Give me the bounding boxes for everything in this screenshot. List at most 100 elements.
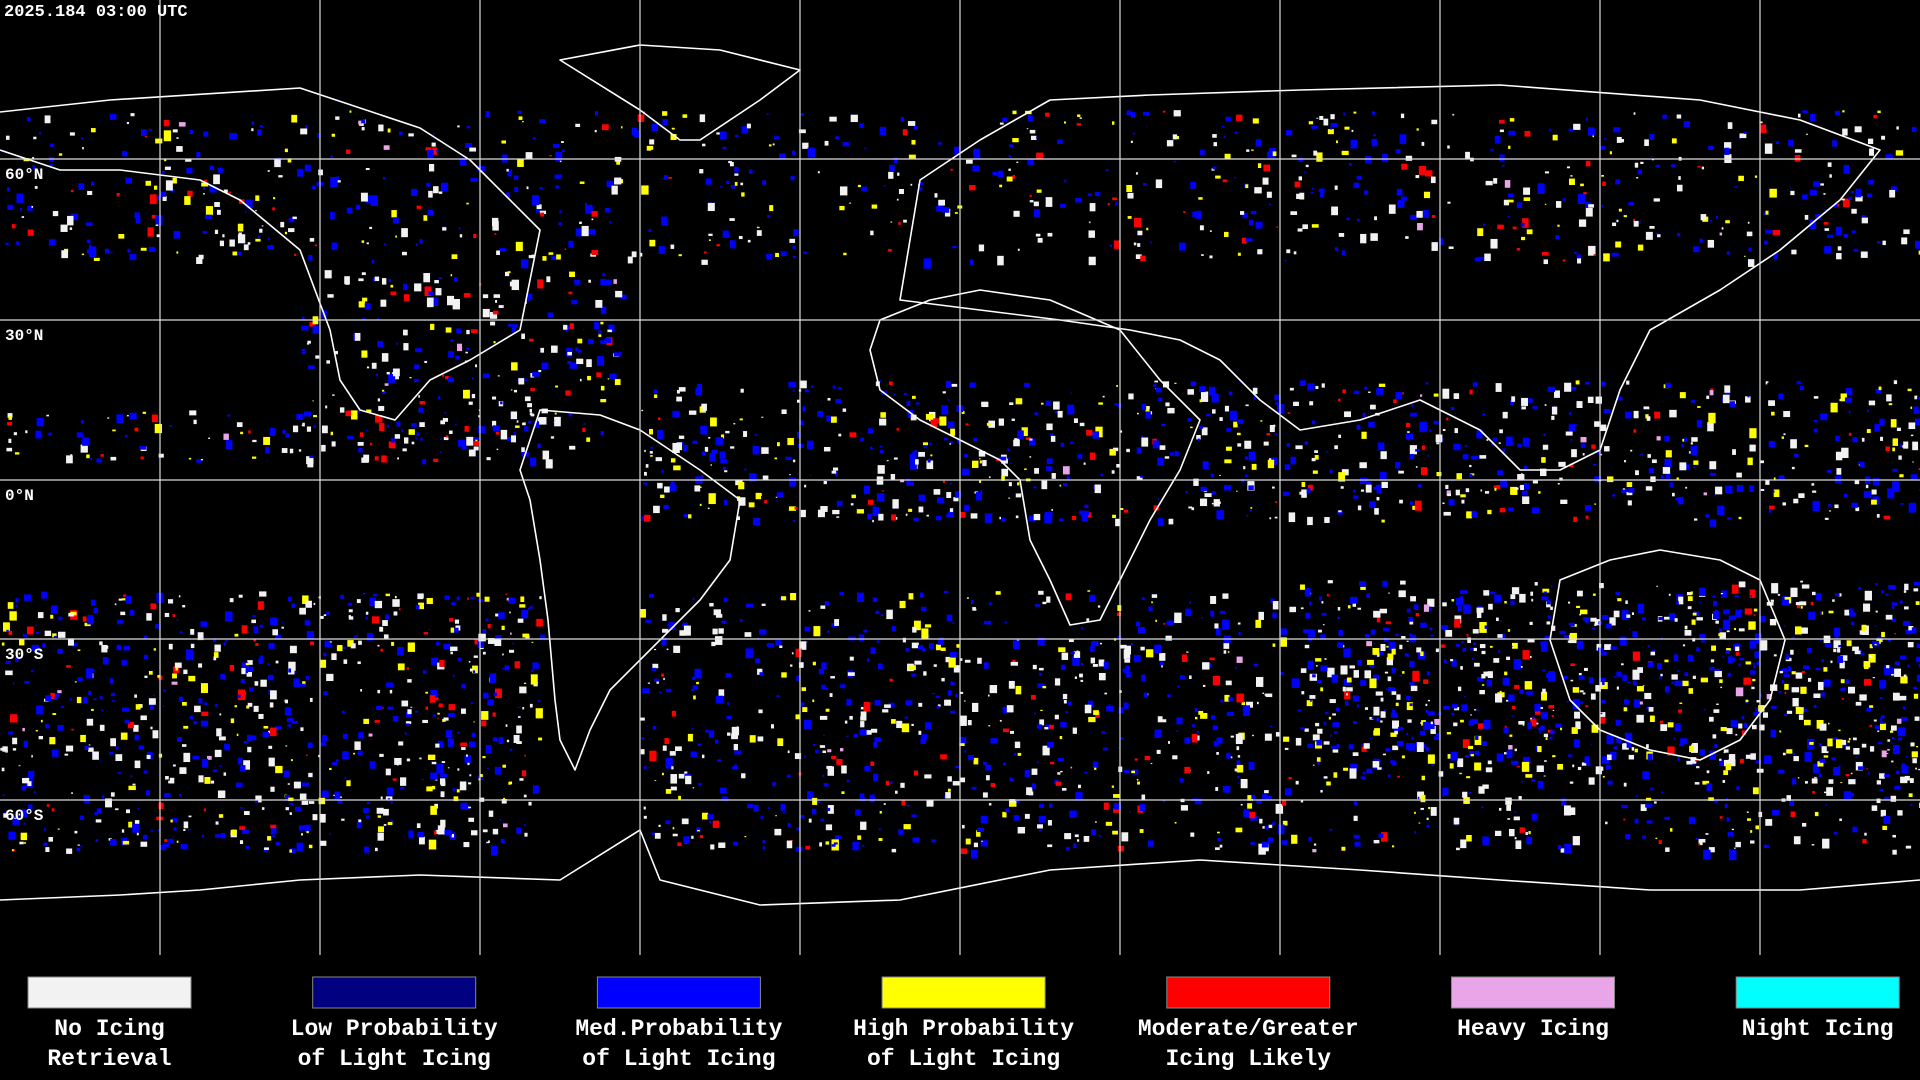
icing-pixel: [510, 435, 517, 443]
icing-pixel: [1451, 659, 1457, 667]
icing-pixel: [1778, 769, 1785, 774]
icing-pixel: [1588, 245, 1596, 256]
icing-pixel: [1543, 733, 1549, 738]
icing-pixel: [1346, 677, 1352, 683]
icing-pixel: [116, 414, 124, 423]
icing-pixel: [1877, 730, 1880, 733]
icing-pixel: [1747, 259, 1755, 267]
icing-pixel: [364, 846, 369, 853]
icing-pixel: [52, 633, 57, 638]
icing-pixel: [766, 113, 769, 115]
icing-pixel: [49, 143, 55, 147]
icing-pixel: [315, 355, 320, 359]
icing-pixel: [309, 238, 315, 242]
icing-pixel: [1210, 473, 1214, 478]
icing-pixel: [1034, 412, 1039, 416]
icing-pixel: [1039, 829, 1042, 832]
icing-pixel: [1764, 143, 1773, 154]
icing-pixel: [1114, 403, 1118, 406]
icing-pixel: [563, 324, 568, 330]
icing-pixel: [1522, 496, 1530, 505]
icing-pixel: [1660, 724, 1668, 732]
icing-pixel: [74, 681, 77, 683]
icing-pixel: [1416, 647, 1422, 653]
icing-pixel: [153, 694, 155, 697]
icing-pixel: [867, 428, 873, 434]
icing-pixel: [7, 204, 14, 210]
icing-pixel: [428, 190, 433, 198]
icing-pixel: [923, 446, 928, 449]
icing-pixel: [143, 654, 149, 660]
icing-pixel: [153, 648, 157, 651]
icing-pixel: [596, 372, 602, 378]
icing-pixel: [214, 834, 222, 838]
icing-pixel: [307, 365, 315, 369]
icing-pixel: [929, 643, 934, 650]
icing-pixel: [36, 417, 44, 427]
icing-pixel: [1696, 420, 1703, 428]
icing-pixel: [1615, 719, 1621, 726]
icing-pixel: [305, 824, 311, 832]
icing-pixel: [1514, 684, 1520, 689]
legend-swatch: [596, 976, 761, 1009]
icing-pixel: [1195, 210, 1202, 219]
icing-pixel: [702, 143, 706, 147]
icing-pixel: [713, 609, 721, 616]
icing-pixel: [926, 258, 931, 261]
icing-pixel: [466, 329, 470, 335]
icing-pixel: [756, 226, 760, 229]
icing-pixel: [734, 750, 741, 755]
icing-pixel: [1098, 835, 1102, 837]
icing-pixel: [956, 644, 960, 648]
icing-pixel: [809, 474, 812, 476]
icing-pixel: [973, 842, 978, 848]
icing-pixel: [361, 127, 365, 131]
icing-pixel: [969, 259, 974, 265]
icing-pixel: [876, 493, 885, 502]
icing-pixel: [1190, 181, 1197, 189]
icing-pixel: [530, 388, 535, 391]
icing-pixel: [1429, 722, 1435, 730]
icing-pixel: [1790, 587, 1798, 598]
icing-pixel: [893, 457, 898, 460]
icing-pixel: [529, 408, 533, 413]
icing-pixel: [897, 172, 900, 176]
icing-pixel: [1825, 751, 1829, 754]
icing-pixel: [539, 417, 547, 425]
icing-pixel: [1388, 592, 1390, 594]
icing-pixel: [305, 125, 308, 129]
legend-swatch: [881, 976, 1046, 1009]
icing-pixel: [1314, 455, 1319, 460]
icing-pixel: [1867, 772, 1870, 775]
icing-pixel: [1447, 145, 1450, 149]
icing-pixel: [873, 741, 877, 748]
icing-pixel: [699, 169, 704, 174]
icing-pixel: [351, 410, 358, 420]
icing-pixel: [1419, 730, 1426, 735]
icing-pixel: [931, 692, 934, 695]
icing-pixel: [1212, 166, 1217, 170]
icing-pixel: [307, 340, 311, 344]
icing-pixel: [680, 441, 684, 446]
icing-pixel: [1769, 188, 1777, 198]
icing-pixel: [1251, 149, 1254, 151]
icing-pixel: [739, 619, 743, 622]
icing-pixel: [769, 205, 774, 212]
icing-pixel: [1307, 743, 1313, 749]
icing-pixel: [972, 165, 979, 172]
icing-pixel: [1733, 847, 1736, 849]
icing-pixel: [172, 673, 177, 679]
icing-pixel: [1364, 190, 1369, 195]
icing-pixel: [510, 632, 512, 635]
icing-pixel: [1142, 182, 1147, 186]
icing-pixel: [520, 596, 525, 603]
icing-pixel: [1759, 640, 1768, 651]
icing-pixel: [82, 740, 85, 742]
icing-pixel: [1423, 209, 1429, 219]
icing-pixel: [1425, 170, 1433, 177]
icing-pixel: [370, 195, 378, 206]
icing-pixel: [1759, 724, 1765, 731]
icing-pixel: [1657, 234, 1661, 238]
icing-pixel: [1456, 847, 1460, 851]
icing-pixel: [1855, 196, 1863, 202]
